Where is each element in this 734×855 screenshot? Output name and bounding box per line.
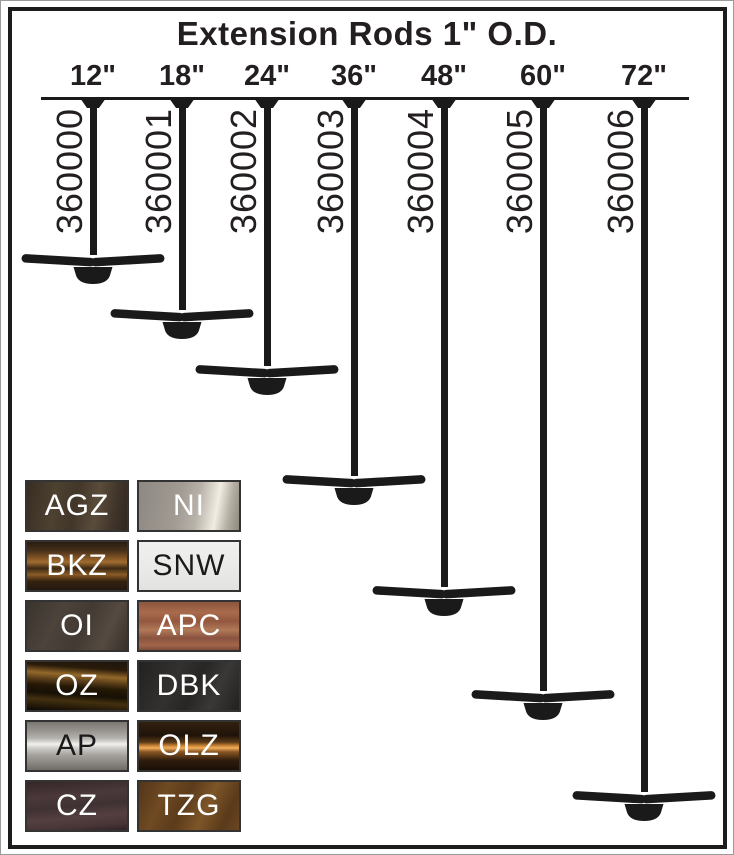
ceiling-fan-icon <box>110 309 254 339</box>
finish-swatch-oz: OZ <box>25 660 129 712</box>
extension-rod-18 <box>178 98 186 310</box>
finish-code-label: OLZ <box>158 729 220 762</box>
size-label-72: 72" <box>620 60 667 92</box>
size-label-60: 60" <box>519 60 566 92</box>
finish-code-label: AGZ <box>44 489 110 522</box>
size-label-36: 36" <box>330 60 377 92</box>
model-number-48: 360004 <box>400 107 441 235</box>
finish-swatch-dbk: DBK <box>137 660 241 712</box>
model-number-12: 360000 <box>49 107 90 235</box>
ceiling-fan-icon <box>372 586 516 616</box>
page-title: Extension Rods 1" O.D. <box>176 15 558 52</box>
size-label-48: 48" <box>420 60 467 92</box>
size-label-24: 24" <box>243 60 290 92</box>
finish-swatch-apc: APC <box>137 600 241 652</box>
finish-code-label: BKZ <box>46 549 108 582</box>
finish-swatch-ap: AP <box>25 720 129 772</box>
extension-rod-72 <box>640 98 648 792</box>
extension-rod-12 <box>89 98 97 255</box>
ceiling-fan-icon <box>21 254 165 284</box>
finish-swatch-oi: OI <box>25 600 129 652</box>
finish-swatch-tzg: TZG <box>137 780 241 832</box>
model-number-72: 360006 <box>600 107 641 235</box>
extension-rod-60 <box>539 98 547 691</box>
size-label-12: 12" <box>69 60 116 92</box>
ceiling-fan-icon <box>572 791 716 821</box>
extension-rod-24 <box>263 98 271 366</box>
finish-swatch-bkz: BKZ <box>25 540 129 592</box>
finish-code-label: DBK <box>156 669 222 702</box>
finish-swatch-agz: AGZ <box>25 480 129 532</box>
finish-code-label: APC <box>156 609 222 642</box>
finish-code-label: TZG <box>157 789 221 822</box>
extension-rod-48 <box>440 98 448 587</box>
finish-code-label: NI <box>173 489 205 522</box>
finish-code-label: SNW <box>152 549 226 582</box>
finish-swatch-snw: SNW <box>137 540 241 592</box>
ceiling-fan-icon <box>195 365 339 395</box>
finish-code-label: CZ <box>56 789 98 822</box>
finish-code-label: OI <box>60 609 94 642</box>
model-number-36: 360003 <box>310 107 351 235</box>
model-number-60: 360005 <box>499 107 540 235</box>
finish-code-label: AP <box>55 729 99 762</box>
ceiling-fan-icon <box>282 475 426 505</box>
finish-swatch-cz: CZ <box>25 780 129 832</box>
model-number-18: 360001 <box>138 107 179 235</box>
model-number-24: 360002 <box>223 107 264 235</box>
finish-code-label: OZ <box>55 669 99 702</box>
finish-swatch-grid: AGZ NI BKZ SNW OI APC OZ DBK AP OLZ CZ T… <box>25 480 241 832</box>
extension-rod-36 <box>350 98 358 476</box>
ceiling-fan-icon <box>471 690 615 720</box>
size-label-18: 18" <box>158 60 205 92</box>
finish-swatch-olz: OLZ <box>137 720 241 772</box>
outer-border <box>8 7 727 849</box>
finish-swatch-ni: NI <box>137 480 241 532</box>
